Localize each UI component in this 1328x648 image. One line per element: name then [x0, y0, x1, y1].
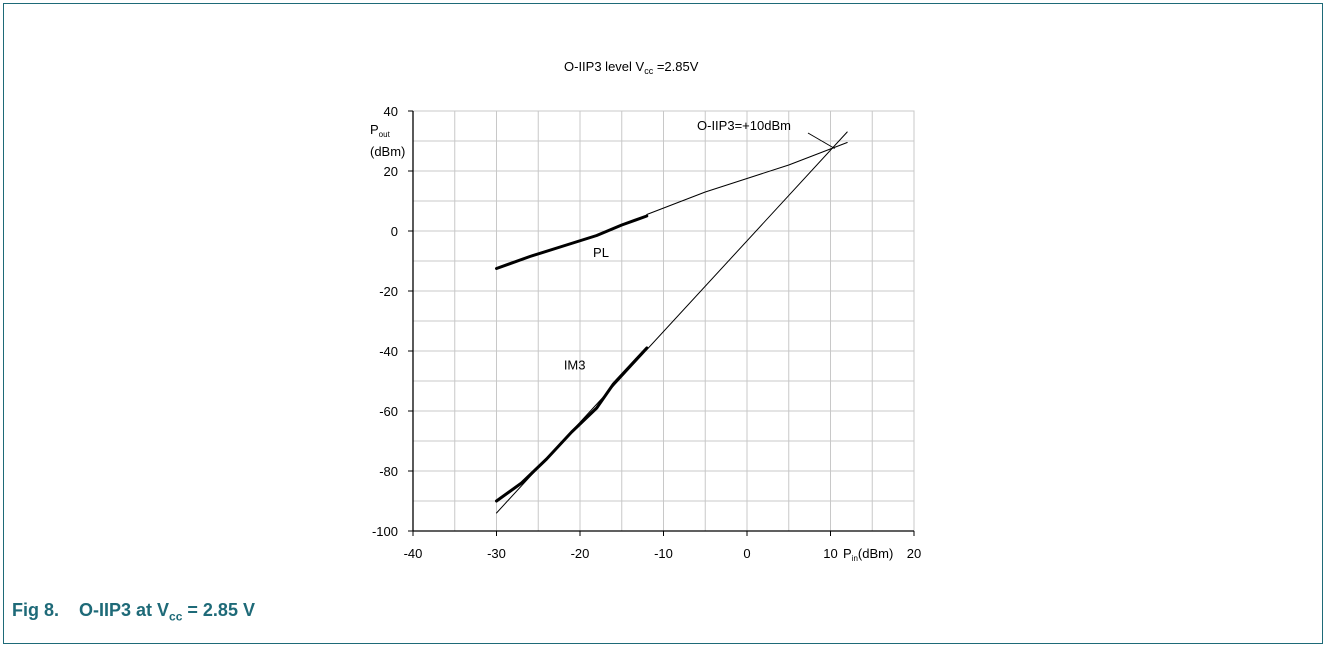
- caption-text: O-IIP3 at Vcc = 2.85 V: [79, 600, 255, 624]
- annotations: O-IIP3=+10dBm PL IM3: [564, 118, 835, 373]
- series: [495, 131, 848, 514]
- series-fit-line-3: [496, 131, 848, 514]
- y-axis-unit: (dBm): [370, 144, 405, 159]
- labels: Pout (dBm) Pin(dBm): [370, 122, 893, 563]
- chart: O-IIP3 level Vcc =2.85V -40 -30 -20 -10 0 10 2…: [370, 59, 921, 563]
- series-fit-line-1: [646, 142, 848, 215]
- series-im3-measured: [495, 346, 649, 503]
- y-tick-label: -60: [379, 404, 398, 419]
- annotation-im3: IM3: [564, 358, 586, 373]
- annotation-pl: PL: [593, 245, 609, 260]
- x-tick-label: -30: [487, 546, 506, 561]
- y-tick-label: 0: [391, 224, 398, 239]
- figure-number: Fig 8.: [12, 600, 60, 620]
- annotation-oiip3: O-IIP3=+10dBm: [697, 118, 791, 133]
- y-tick-label: -40: [379, 344, 398, 359]
- x-axis-label: Pin(dBm): [843, 546, 893, 563]
- series-pl-measured: [495, 214, 649, 270]
- grid: [413, 111, 914, 531]
- figure-frame: [3, 3, 1323, 644]
- y-axis-label: Pout: [370, 122, 391, 139]
- y-tick-label: -20: [379, 284, 398, 299]
- y-tick-label: 40: [384, 104, 398, 119]
- x-tick-label: -40: [404, 546, 423, 561]
- y-tick-label: -80: [379, 464, 398, 479]
- x-tick-label: 0: [743, 546, 750, 561]
- x-tick-label: -20: [571, 546, 590, 561]
- figure-caption: Fig 8. O-IIP3 at Vcc = 2.85 V: [12, 600, 255, 624]
- x-tick-label: -10: [654, 546, 673, 561]
- chart-title: O-IIP3 level Vcc =2.85V: [564, 59, 699, 76]
- y-tick-label: 20: [384, 164, 398, 179]
- x-tick-label: 10: [823, 546, 837, 561]
- x-tick-label: 20: [907, 546, 921, 561]
- y-tick-label: -100: [372, 524, 398, 539]
- annotation-leader-line: [807, 132, 835, 149]
